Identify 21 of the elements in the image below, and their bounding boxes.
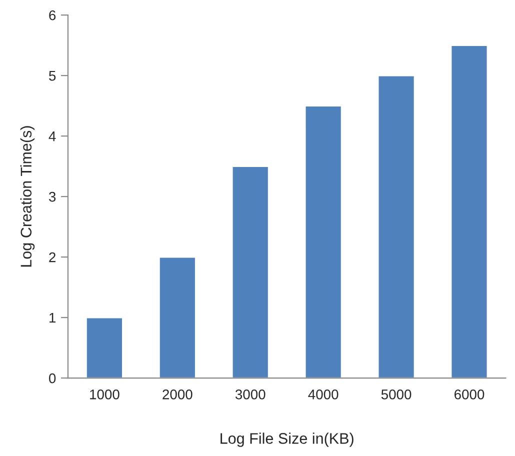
y-tick-label: 4 <box>48 132 56 142</box>
y-tick-label: 3 <box>48 192 56 202</box>
bar <box>86 316 124 378</box>
x-axis-title: Log File Size in(KB) <box>220 432 354 447</box>
bar <box>231 166 270 378</box>
y-axis-title: Log Creation Time(s) <box>20 126 35 267</box>
x-tick-label: 1000 <box>90 390 120 400</box>
x-tick-label: 2000 <box>162 390 192 400</box>
bar <box>304 105 342 378</box>
bar <box>450 44 488 378</box>
y-tick-label: 2 <box>49 252 56 262</box>
y-tick-label: 5 <box>49 71 56 81</box>
x-tick-label: 3000 <box>235 390 266 400</box>
bar <box>377 74 416 378</box>
x-tick-label: 6000 <box>454 390 484 400</box>
y-tick-label: 1 <box>50 313 56 323</box>
y-tick-label: 6 <box>49 10 56 20</box>
y-tick-label: 0 <box>48 373 56 384</box>
x-tick-label: 5000 <box>381 390 412 400</box>
bar <box>158 256 196 378</box>
x-tick-label: 4000 <box>308 390 338 400</box>
